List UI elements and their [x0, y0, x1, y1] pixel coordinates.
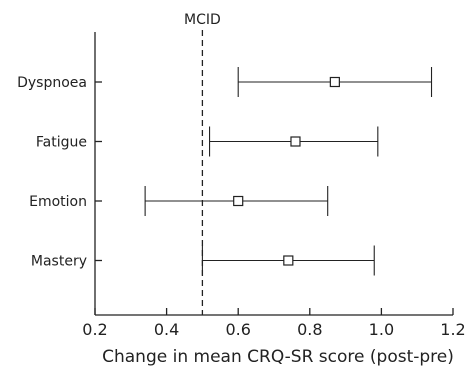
category-label-dyspnoea: Dyspnoea [17, 75, 87, 91]
point-fatigue [290, 136, 301, 147]
x-tick-label-3: 0.8 [297, 320, 322, 339]
category-label-fatigue: Fatigue [36, 135, 87, 151]
x-tick-label-0: 0.2 [82, 320, 107, 339]
x-tick-label-5: 1.2 [440, 320, 465, 339]
x-tick-label-1: 0.4 [154, 320, 179, 339]
mcid-label: MCID [184, 12, 221, 28]
category-label-mastery: Mastery [31, 254, 87, 270]
labels: 0.2 0.4 0.6 0.8 1.0 1.2 Change in mean CRQ-SR … [17, 12, 465, 367]
point-mastery [283, 255, 294, 266]
point-emotion [233, 195, 244, 207]
x-tick-label-2: 0.6 [225, 320, 250, 339]
data-marks [144, 67, 433, 276]
category-label-emotion: Emotion [29, 194, 87, 210]
point-dyspnoea [329, 76, 340, 88]
x-axis-label: Change in mean CRQ-SR score (post-pre) [102, 347, 454, 367]
axes [94, 32, 454, 316]
x-tick-label-4: 1.0 [369, 320, 394, 339]
